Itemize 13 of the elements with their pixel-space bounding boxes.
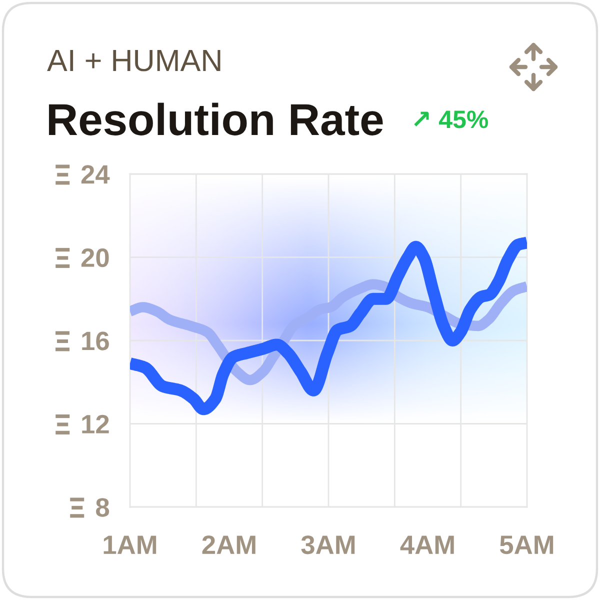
chart-subtitle: AI + HUMAN — [47, 50, 220, 72]
chart-title: Resolution Rate — [48, 102, 383, 136]
y-tick-label: 20 — [81, 248, 109, 268]
y-tick-label: 16 — [82, 332, 109, 350]
y-tick-label: 8 — [96, 498, 110, 517]
x-tick-label: 4AM — [400, 536, 454, 554]
x-tick-label: 1AM — [104, 536, 156, 554]
x-tick-label: 5AM — [500, 536, 554, 554]
x-tick-label: 2AM — [202, 535, 256, 554]
y-tick-label: 12 — [82, 414, 109, 434]
text: ↗ 45% — [414, 110, 488, 128]
y-tick-label: 24 — [81, 165, 110, 184]
x-tick-label: 3AM — [301, 535, 355, 554]
